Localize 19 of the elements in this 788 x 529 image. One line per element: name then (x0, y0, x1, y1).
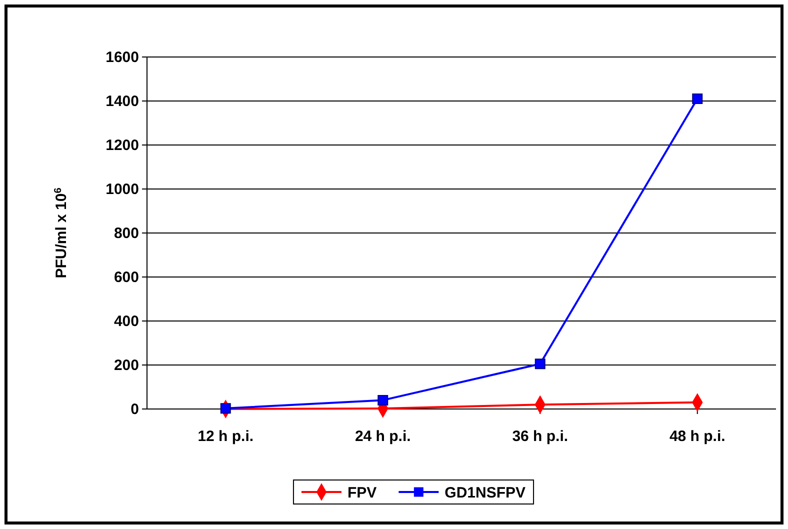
point (692, 94, 703, 104)
y-tick-label: 1600 (106, 48, 139, 66)
point (534, 358, 546, 370)
y-tick-label: 600 (114, 268, 139, 286)
x-tick-label: 24 h p.i. (354, 428, 411, 445)
legend-label: FPV (347, 484, 377, 502)
point (378, 394, 388, 406)
y-tick-label: 1400 (106, 92, 139, 110)
y-tick-label: 400 (114, 312, 139, 330)
y-tick-label: 800 (114, 224, 139, 242)
x-tick-label: 36 h p.i. (512, 428, 568, 445)
y-tick-label: 0 (130, 400, 139, 418)
y-tick-label: 1000 (106, 180, 139, 198)
y-tick-label: 200 (114, 356, 139, 374)
point (220, 403, 231, 414)
x-tick-label: 48 h p.i. (669, 428, 726, 445)
y-tick-label: 1200 (106, 136, 139, 154)
x-tick-label: 12 h p.i. (198, 428, 254, 445)
legend-label: GD1NSFPV (444, 484, 526, 502)
